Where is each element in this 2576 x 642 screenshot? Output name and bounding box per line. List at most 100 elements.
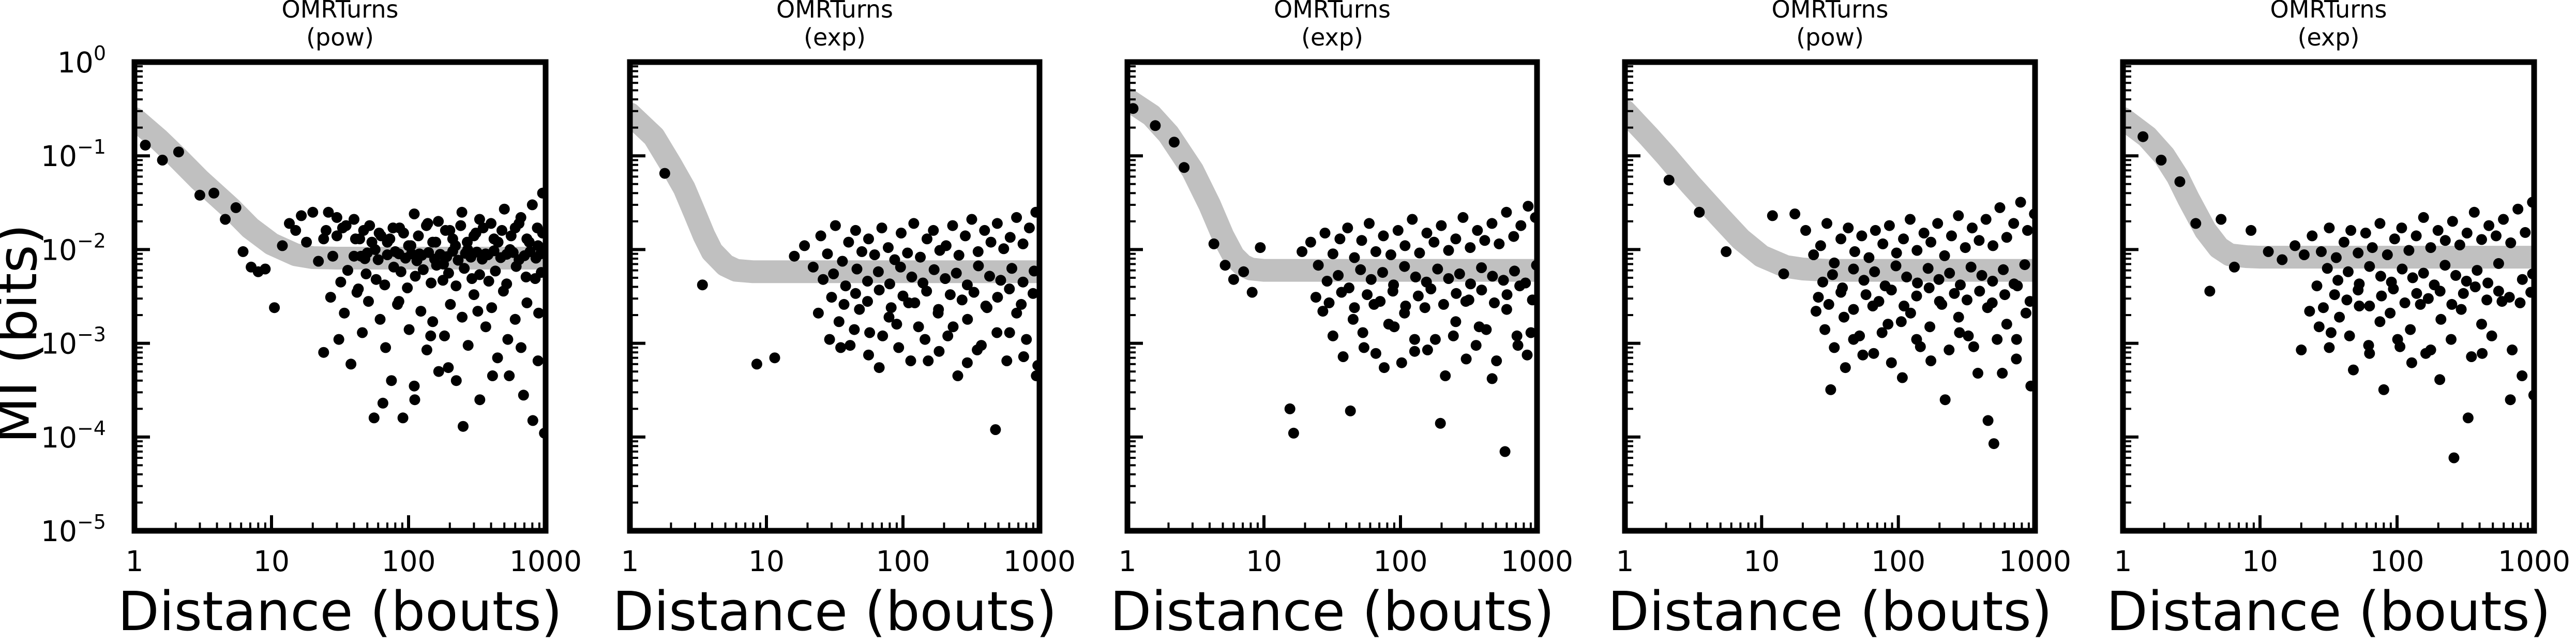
data-point <box>1499 446 1511 457</box>
data-point <box>2512 203 2524 215</box>
x-tick-label: 100 <box>876 545 930 578</box>
data-point <box>1512 340 1524 351</box>
data-point <box>1899 301 1910 311</box>
data-point <box>2403 245 2415 256</box>
data-point <box>366 236 378 248</box>
data-point <box>902 247 913 259</box>
data-point <box>991 218 1003 229</box>
data-point <box>799 240 810 251</box>
data-point <box>521 297 533 308</box>
data-point <box>2505 394 2516 406</box>
data-point <box>1378 230 1389 242</box>
data-point <box>2481 294 2493 306</box>
data-point <box>2324 342 2335 353</box>
data-point <box>474 214 485 225</box>
data-point <box>483 276 494 287</box>
data-point <box>2434 286 2446 297</box>
data-point <box>835 342 847 353</box>
data-point <box>928 264 940 275</box>
data-point <box>838 298 850 310</box>
data-point <box>1876 327 1888 338</box>
data-point <box>979 225 990 236</box>
x-tick-label: 100 <box>382 545 436 578</box>
data-point <box>864 327 876 338</box>
data-point <box>457 311 468 323</box>
data-point <box>1018 351 1029 362</box>
data-point <box>2338 236 2349 248</box>
data-point <box>1811 306 1821 317</box>
data-point <box>2411 230 2422 242</box>
data-point <box>370 274 382 285</box>
data-point <box>872 266 884 277</box>
data-point <box>1021 334 1032 345</box>
data-point <box>313 256 324 267</box>
data-point <box>301 236 312 248</box>
data-point <box>2482 277 2494 289</box>
data-point <box>1429 334 1441 345</box>
data-point <box>443 362 454 374</box>
data-point <box>1849 246 1860 257</box>
data-point <box>2517 370 2528 381</box>
data-point <box>1767 210 1778 221</box>
data-point <box>2307 230 2318 242</box>
data-point <box>455 220 466 231</box>
data-point <box>2458 288 2469 299</box>
x-tick-label: 1000 <box>1501 545 1573 578</box>
x-axis-label: Distance (bouts) <box>1110 580 1554 642</box>
data-point <box>972 246 984 257</box>
data-point <box>1370 246 1381 257</box>
data-point <box>2364 348 2375 359</box>
axes-frame <box>1622 59 2038 534</box>
data-point <box>1385 249 1396 260</box>
data-point <box>968 287 980 298</box>
data-point <box>374 313 386 325</box>
data-point <box>2364 261 2375 272</box>
data-point <box>1448 330 1459 341</box>
data-point <box>845 340 856 351</box>
data-point <box>1246 287 1258 298</box>
data-point <box>2137 131 2149 142</box>
data-point <box>1387 286 1398 297</box>
data-point <box>2277 254 2288 265</box>
data-point <box>850 288 861 299</box>
data-point <box>966 214 977 225</box>
data-point <box>208 187 220 199</box>
data-point <box>2322 263 2333 274</box>
data-point <box>447 233 458 245</box>
plot-area <box>630 102 1040 435</box>
data-point <box>2493 286 2504 297</box>
data-point <box>377 397 388 409</box>
x-tick-label: 100 <box>1871 545 1925 578</box>
data-point <box>2325 327 2337 338</box>
axes-frame <box>131 59 549 534</box>
data-point <box>985 236 997 248</box>
data-point <box>307 206 319 218</box>
data-point <box>1953 311 1964 323</box>
data-point <box>1362 289 1373 301</box>
fit-curve <box>1127 88 1537 282</box>
data-point <box>1982 415 1994 426</box>
data-point <box>822 248 833 260</box>
data-point <box>1501 304 1512 315</box>
x-tick-label: 10 <box>2242 545 2278 578</box>
data-point <box>2407 272 2418 283</box>
data-point <box>2486 330 2497 341</box>
data-point <box>488 233 500 245</box>
data-point <box>2343 266 2354 277</box>
data-point <box>1463 294 1474 306</box>
data-point <box>830 220 841 231</box>
data-point <box>1407 214 1418 225</box>
data-point <box>384 233 396 245</box>
data-point <box>2012 280 2023 292</box>
data-point <box>1317 306 1329 317</box>
data-point <box>873 362 885 374</box>
data-point <box>917 277 929 289</box>
data-point <box>1355 264 1366 275</box>
fit-curve <box>1625 99 2035 282</box>
data-point <box>1011 307 1022 319</box>
data-point <box>1364 218 1375 229</box>
data-point <box>445 298 456 310</box>
panel-title: OMRTurns <box>1771 0 1888 23</box>
data-point <box>331 212 342 223</box>
data-point <box>2420 348 2431 359</box>
